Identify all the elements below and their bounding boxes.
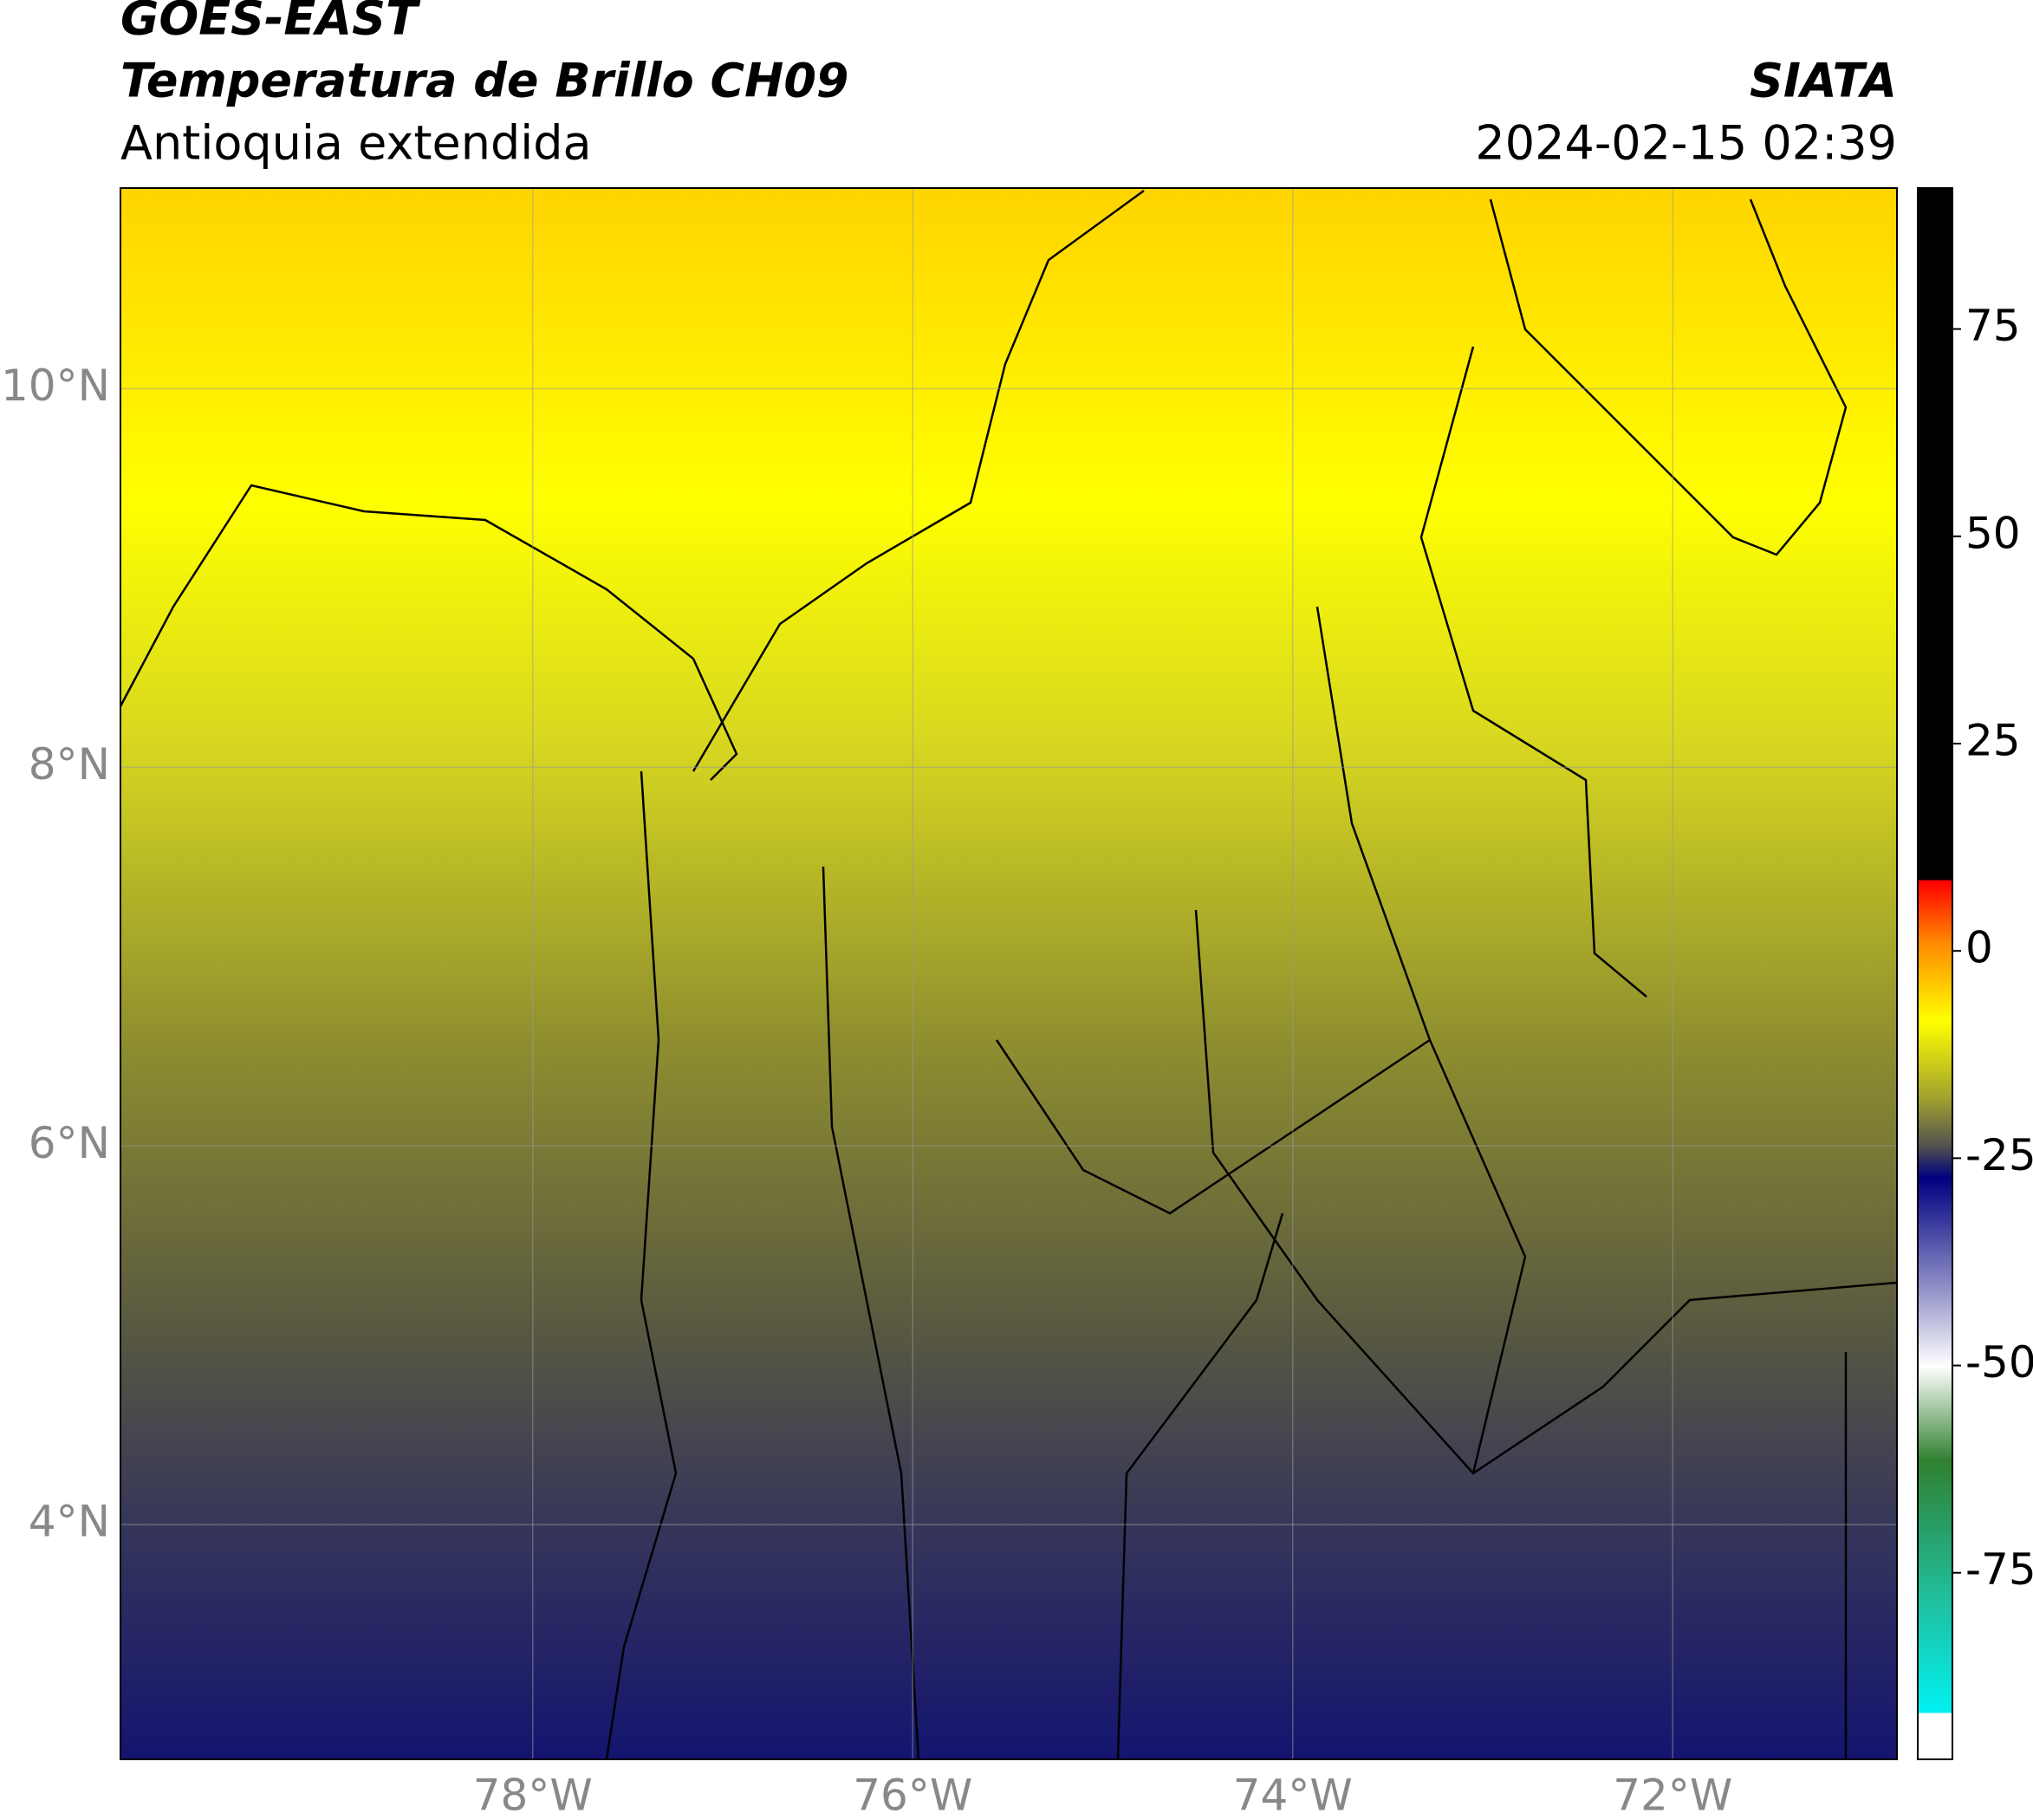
boundaries bbox=[119, 189, 1898, 1760]
colorbar-tick-label: 50 bbox=[1965, 508, 2021, 558]
coastline bbox=[605, 770, 678, 1760]
x-tick-label: 78°W bbox=[473, 1771, 593, 1820]
x-tick-label: 74°W bbox=[1233, 1771, 1353, 1820]
border bbox=[822, 866, 920, 1760]
colorbar-tick-label: -25 bbox=[1965, 1130, 2033, 1180]
y-tick-label: 10°N bbox=[1, 361, 110, 411]
subtitle: Temperatura de Brillo CH09 bbox=[120, 54, 849, 108]
x-tick-label: 72°W bbox=[1613, 1771, 1732, 1820]
border bbox=[1419, 346, 1647, 998]
title: GOES-EAST bbox=[120, 0, 421, 46]
x-tick-label: 76°W bbox=[853, 1771, 972, 1820]
map-field bbox=[120, 188, 1897, 1759]
y-tick-label: 6°N bbox=[29, 1118, 110, 1168]
colorbar-tick-label: -75 bbox=[1965, 1544, 2033, 1595]
region: Antioquia extendida bbox=[120, 116, 592, 171]
coastline bbox=[692, 189, 1145, 772]
timestamp: 2024-02-15 02:39 bbox=[1475, 116, 1897, 171]
colorbar-tick-label: 25 bbox=[1965, 716, 2021, 766]
source: SIATA bbox=[1750, 54, 1897, 108]
map-frame bbox=[120, 187, 1898, 1760]
y-tick-label: 4°N bbox=[29, 1497, 110, 1547]
coastline bbox=[1489, 198, 1848, 556]
colorbar-tick-label: 0 bbox=[1965, 923, 1993, 973]
border bbox=[1116, 1212, 1284, 1760]
colorbar-tick-label: -50 bbox=[1965, 1337, 2033, 1388]
y-tick-label: 8°N bbox=[29, 739, 110, 790]
colorbar-tick-label: 75 bbox=[1965, 301, 2021, 351]
colorbar bbox=[1917, 187, 1953, 1760]
border bbox=[995, 1038, 1431, 1215]
